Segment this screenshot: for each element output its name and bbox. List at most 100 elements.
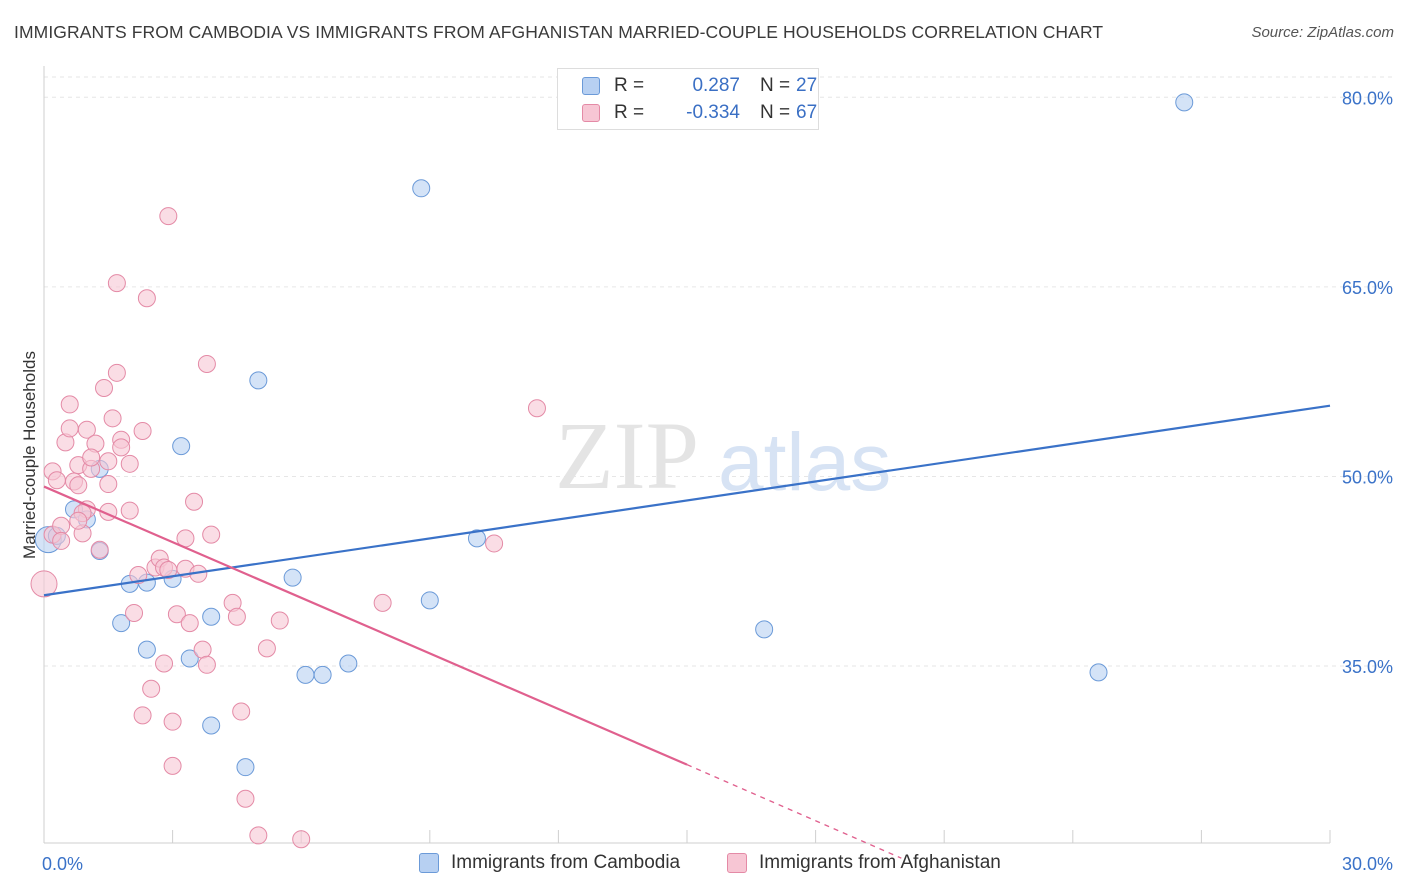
point-afghanistan-49 — [202, 525, 221, 544]
point-afghanistan-4 — [52, 516, 71, 535]
point-afghanistan-57 — [292, 830, 311, 849]
watermark-zip: ZIP — [555, 402, 699, 509]
point-afghanistan-19 — [99, 475, 118, 494]
point-cambodia-11 — [180, 649, 199, 668]
series-label-afghanistan: Immigrants from Afghanistan — [759, 852, 1001, 873]
point-afghanistan-44 — [185, 492, 204, 511]
point-afghanistan-22 — [107, 274, 126, 293]
legend-n-value: 67 — [796, 102, 818, 123]
point-afghanistan-38 — [163, 712, 182, 731]
trend-line-afghanistan — [43, 485, 688, 766]
point-afghanistan-48 — [197, 354, 216, 373]
watermark-atlas: atlas — [718, 417, 891, 508]
point-afghanistan-31 — [137, 289, 156, 308]
point-afghanistan-58 — [373, 593, 392, 612]
point-afghanistan-3 — [47, 471, 66, 490]
point-afghanistan-40 — [167, 605, 186, 624]
y-tick-label-0: 35.0% — [1342, 657, 1393, 677]
series-swatch-afghanistan — [727, 853, 747, 873]
point-afghanistan-28 — [129, 566, 148, 585]
source-label: Source: ZipAtlas.com — [1251, 24, 1394, 41]
watermark: ZIP atlas — [555, 402, 891, 509]
legend-r-label: R = — [614, 75, 645, 96]
chart-title: IMMIGRANTS FROM CAMBODIA VS IMMIGRANTS F… — [14, 22, 1104, 42]
legend-n-label: N = — [760, 75, 791, 96]
point-afghanistan-39 — [163, 756, 182, 775]
tick-labels: 35.0% 50.0% 65.0% 80.0% 0.0% 30.0% — [42, 88, 1393, 874]
point-afghanistan-21 — [107, 363, 126, 382]
point-cambodia-25 — [1175, 93, 1194, 112]
point-cambodia-22 — [467, 529, 486, 548]
x-tick-label-0: 0.0% — [42, 854, 83, 874]
point-afghanistan-60 — [485, 534, 504, 553]
point-cambodia-13 — [202, 607, 221, 626]
grid-lines — [44, 76, 1392, 667]
point-cambodia-23 — [755, 620, 774, 639]
point-afghanistan-54 — [249, 826, 268, 845]
point-afghanistan-20 — [103, 409, 122, 428]
point-afghanistan-30 — [133, 421, 152, 440]
point-afghanistan-52 — [232, 702, 251, 721]
point-afghanistan-64 — [82, 448, 101, 467]
correlation-legend: R = 0.287 N = 27 R = -0.334 N = 67 — [557, 68, 819, 130]
legend-swatch-cambodia — [582, 77, 600, 95]
point-afghanistan-24 — [112, 438, 131, 457]
point-afghanistan-6 — [60, 419, 79, 438]
point-afghanistan-0 — [30, 570, 58, 598]
point-cambodia-12 — [202, 716, 221, 735]
point-afghanistan-56 — [270, 611, 289, 630]
point-cambodia-15 — [249, 371, 268, 390]
point-cambodia-10 — [172, 437, 191, 456]
point-afghanistan-29 — [133, 706, 152, 725]
point-afghanistan-16 — [90, 540, 109, 559]
point-cambodia-14 — [236, 758, 255, 777]
trend-line-cambodia — [43, 404, 1331, 597]
trend-extension-afghanistan — [686, 764, 902, 859]
point-cambodia-5 — [112, 614, 131, 633]
point-cambodia-18 — [313, 665, 332, 684]
series-swatch-cambodia — [419, 853, 439, 873]
y-tick-label-3: 80.0% — [1342, 88, 1393, 108]
point-cambodia-19 — [339, 654, 358, 673]
point-afghanistan-26 — [120, 501, 139, 520]
point-afghanistan-47 — [197, 655, 216, 674]
point-cambodia-17 — [296, 665, 315, 684]
point-afghanistan-37 — [159, 207, 178, 226]
point-afghanistan-65 — [52, 531, 71, 550]
legend-n-value: 27 — [796, 75, 818, 96]
legend-r-value: 0.287 — [692, 75, 740, 96]
point-afghanistan-51 — [227, 607, 246, 626]
point-afghanistan-10 — [69, 476, 88, 495]
point-afghanistan-17 — [95, 378, 114, 397]
point-afghanistan-63 — [159, 560, 178, 579]
point-afghanistan-36 — [155, 654, 174, 673]
point-afghanistan-27 — [125, 603, 144, 622]
y-tick-label-1: 50.0% — [1342, 467, 1393, 487]
point-cambodia-16 — [283, 568, 302, 587]
series-label-cambodia: Immigrants from Cambodia — [451, 852, 681, 873]
legend-n-label: N = — [760, 102, 791, 123]
legend-r-value: -0.334 — [686, 102, 740, 123]
trend-lines — [43, 404, 1331, 859]
point-afghanistan-46 — [193, 640, 212, 659]
point-cambodia-20 — [412, 179, 431, 198]
point-afghanistan-32 — [142, 679, 161, 698]
point-afghanistan-53 — [236, 789, 255, 808]
point-afghanistan-55 — [257, 639, 276, 658]
x-tick-label-1: 30.0% — [1342, 854, 1393, 874]
y-axis-title: Married-couple Households — [20, 351, 39, 559]
data-points — [30, 93, 1194, 849]
point-cambodia-21 — [420, 591, 439, 610]
legend-swatch-afghanistan — [582, 104, 600, 122]
point-afghanistan-25 — [120, 454, 139, 473]
point-afghanistan-66 — [69, 511, 88, 530]
point-afghanistan-43 — [180, 614, 199, 633]
point-afghanistan-12 — [77, 420, 96, 439]
point-afghanistan-59 — [527, 399, 546, 418]
point-afghanistan-7 — [60, 395, 79, 414]
point-afghanistan-18 — [99, 452, 118, 471]
point-cambodia-7 — [137, 640, 156, 659]
y-tick-label-2: 65.0% — [1342, 278, 1393, 298]
point-cambodia-24 — [1089, 663, 1108, 682]
